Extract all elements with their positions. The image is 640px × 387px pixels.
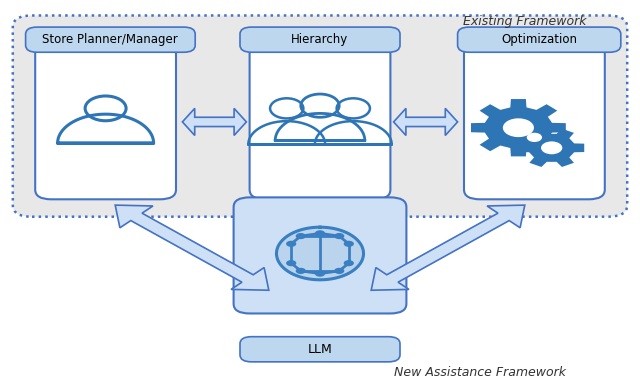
Circle shape <box>344 241 354 247</box>
Text: LLM: LLM <box>308 343 332 356</box>
Text: Hierarchy: Hierarchy <box>291 33 349 46</box>
Circle shape <box>286 241 296 247</box>
Text: New Assistance Framework: New Assistance Framework <box>394 366 566 379</box>
FancyBboxPatch shape <box>250 45 390 199</box>
Polygon shape <box>182 108 246 135</box>
Text: Existing Framework: Existing Framework <box>463 15 586 28</box>
Text: Store Planner/Manager: Store Planner/Manager <box>42 33 178 46</box>
Circle shape <box>315 271 325 277</box>
Circle shape <box>286 260 296 266</box>
FancyBboxPatch shape <box>458 27 621 52</box>
Circle shape <box>344 260 354 266</box>
FancyBboxPatch shape <box>240 27 400 52</box>
Polygon shape <box>471 99 566 156</box>
Circle shape <box>334 233 344 239</box>
FancyBboxPatch shape <box>35 45 176 199</box>
Circle shape <box>296 233 306 239</box>
Circle shape <box>541 141 563 154</box>
Circle shape <box>296 268 306 274</box>
FancyBboxPatch shape <box>464 45 605 199</box>
Polygon shape <box>371 205 525 290</box>
Circle shape <box>334 268 344 274</box>
Polygon shape <box>276 227 364 280</box>
FancyBboxPatch shape <box>240 337 400 362</box>
Polygon shape <box>394 108 458 135</box>
Polygon shape <box>115 205 269 290</box>
Circle shape <box>315 230 325 236</box>
Polygon shape <box>519 129 584 167</box>
FancyBboxPatch shape <box>234 197 406 313</box>
FancyBboxPatch shape <box>26 27 195 52</box>
FancyBboxPatch shape <box>13 15 627 217</box>
Text: Optimization: Optimization <box>501 33 577 46</box>
Circle shape <box>503 118 534 137</box>
Circle shape <box>527 133 542 142</box>
